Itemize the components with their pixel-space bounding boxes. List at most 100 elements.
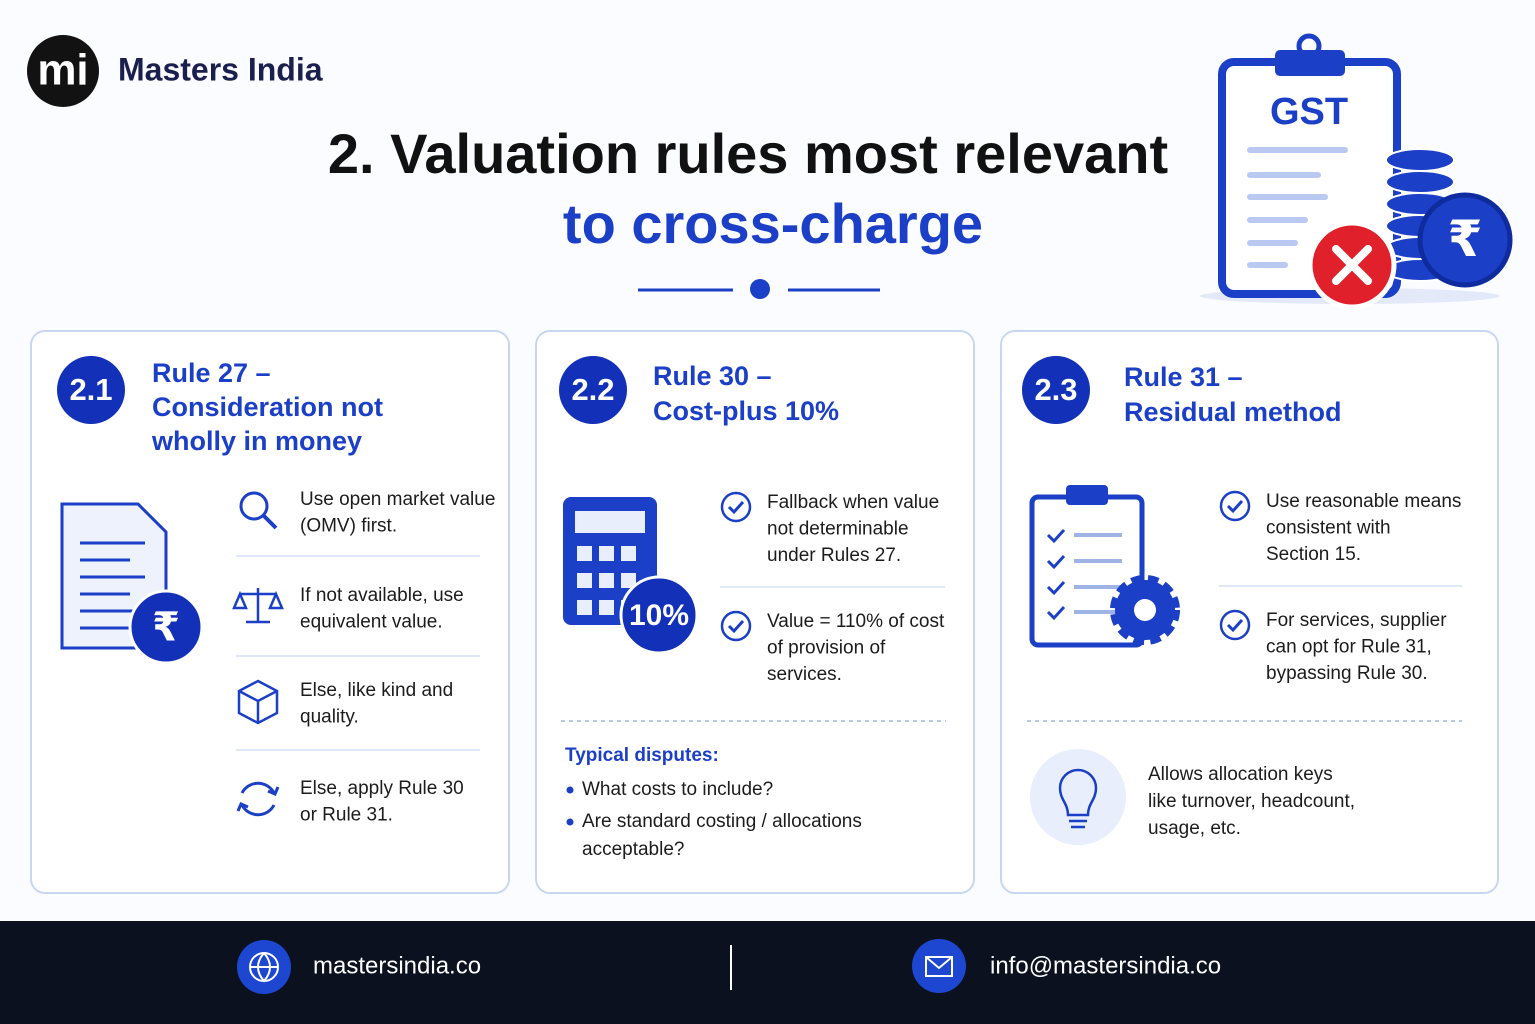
card-number-badge — [57, 356, 125, 424]
note-text: like turnover, headcount, — [1148, 791, 1355, 812]
icon — [727, 500, 745, 515]
dispute-text: acceptable? — [582, 839, 684, 860]
card-number: 2.1 — [69, 372, 112, 407]
title: 2. Valuation rules most relevant — [328, 122, 1168, 185]
point-text: or Rule 31. — [300, 805, 393, 826]
divider-dot — [750, 279, 770, 299]
point-text: not determinable — [767, 519, 909, 540]
disputes-heading: Typical disputes: — [565, 745, 719, 766]
note-text: Allows allocation keys — [1148, 764, 1333, 785]
icon — [720, 610, 752, 642]
logo — [27, 35, 99, 107]
point-text: bypassing Rule 30. — [1266, 663, 1428, 684]
calc-screen — [575, 511, 645, 533]
calc-key — [621, 546, 636, 561]
point-text: services. — [767, 664, 842, 685]
icon — [1226, 618, 1244, 633]
check-mark — [1046, 605, 1066, 621]
percent-badge — [619, 575, 699, 655]
point-text: Else, like kind and — [300, 680, 453, 701]
card — [1000, 330, 1499, 894]
card-title: wholly in money — [151, 426, 362, 456]
bullet — [566, 786, 574, 794]
point-text: under Rules 27. — [767, 545, 901, 566]
brand-name: Masters India — [118, 51, 323, 87]
globe-lines — [249, 952, 280, 983]
error-x — [1332, 245, 1372, 285]
mail-icon — [912, 939, 966, 993]
icon — [727, 619, 745, 634]
check-mark — [1046, 554, 1066, 570]
icon — [1226, 499, 1244, 514]
card-number-badge — [1022, 356, 1090, 424]
point-text: Use reasonable means — [1266, 491, 1461, 512]
calc-key — [599, 600, 614, 615]
bullet — [566, 818, 574, 826]
card-title: Rule 31 – — [1124, 362, 1243, 392]
point-text: Fallback when value — [767, 492, 939, 513]
clip — [1275, 50, 1345, 76]
card-title: Residual method — [1124, 397, 1342, 427]
card — [30, 330, 510, 894]
point-text: Use open market value — [300, 489, 495, 510]
icon — [237, 679, 279, 725]
check-mark — [1046, 580, 1066, 596]
email: info@mastersindia.co — [990, 952, 1221, 979]
rupee-badge — [128, 589, 204, 665]
card-title: Consideration not — [152, 392, 383, 422]
calc-key — [577, 546, 592, 561]
coin — [1385, 148, 1455, 172]
point-text: For services, supplier — [1266, 610, 1447, 631]
gear-hole — [1134, 599, 1156, 621]
card-number: 2.3 — [1034, 372, 1077, 407]
point-text: consistent with — [1266, 518, 1391, 539]
bulb — [1058, 768, 1098, 829]
point-text: (OMV) first. — [300, 516, 397, 537]
card — [535, 330, 975, 894]
calc-key — [577, 573, 592, 588]
icon — [1219, 609, 1251, 641]
icon — [262, 514, 278, 530]
card-number: 2.2 — [571, 372, 614, 407]
icon — [239, 491, 269, 521]
bulb-bg — [1030, 749, 1126, 845]
rupee-coin — [1417, 192, 1513, 288]
point-text: If not available, use — [300, 585, 464, 606]
checklist-clip — [1066, 485, 1108, 505]
currency: ₹ — [1448, 211, 1483, 267]
footer — [0, 921, 1535, 1024]
card-title: Rule 27 – — [152, 358, 271, 388]
badge-text: ₹ — [152, 606, 180, 650]
calc-key — [621, 573, 636, 588]
card-title: Cost-plus 10% — [653, 396, 839, 426]
point-text: of provision of — [767, 638, 886, 659]
icon — [232, 588, 284, 624]
logo-mark: mi — [37, 46, 88, 95]
card-number-badge — [559, 356, 627, 424]
clip-ring — [1296, 33, 1322, 59]
point-text: equivalent value. — [300, 612, 443, 633]
title: to cross-charge — [563, 192, 983, 255]
icon — [720, 491, 752, 523]
website: mastersindia.co — [313, 952, 481, 979]
card-title: Rule 30 – — [653, 361, 772, 391]
badge-text: 10% — [629, 599, 689, 632]
check-mark — [1046, 528, 1066, 544]
calc-key — [599, 546, 614, 561]
mail-lines — [925, 956, 953, 977]
calc-key — [577, 600, 592, 615]
dispute-text: Are standard costing / allocations — [582, 811, 862, 832]
point-text: Value = 110% of cost — [767, 611, 945, 632]
doc-label: GST — [1270, 91, 1348, 133]
point-text: quality. — [300, 707, 359, 728]
calc-key — [599, 573, 614, 588]
coin — [1385, 170, 1455, 194]
point-text: Section 15. — [1266, 544, 1361, 565]
icon — [1219, 490, 1251, 522]
note-text: usage, etc. — [1148, 818, 1241, 839]
point-text: can opt for Rule 31, — [1266, 637, 1432, 658]
point-text: Else, apply Rule 30 — [300, 778, 464, 799]
icon — [236, 781, 280, 817]
dispute-text: What costs to include? — [582, 779, 773, 800]
